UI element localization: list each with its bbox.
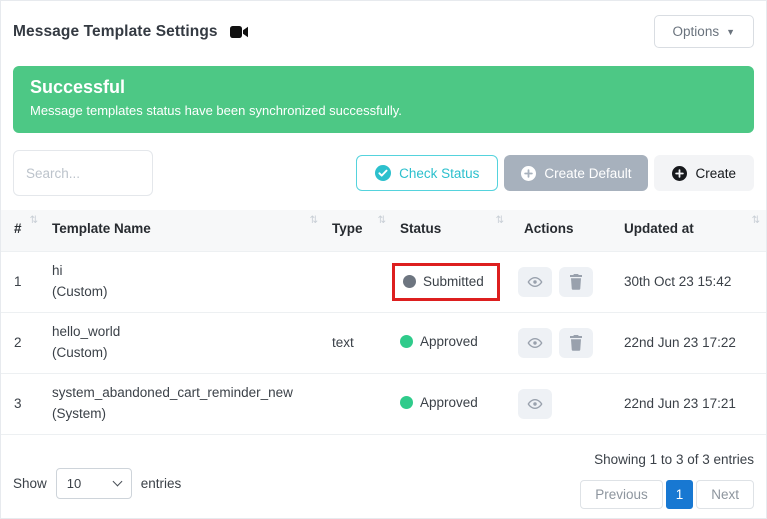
chevron-down-icon: ▼ xyxy=(726,26,735,37)
trash-icon xyxy=(569,334,583,351)
template-name: hi (Custom) xyxy=(52,263,108,299)
create-label: Create xyxy=(695,165,736,181)
delete-button[interactable] xyxy=(559,327,593,358)
alert-title: Successful xyxy=(30,77,126,97)
status-badge: Submitted xyxy=(403,274,484,289)
row-number: 3 xyxy=(1,372,44,435)
check-status-button[interactable]: Check Status xyxy=(356,155,499,191)
column-header-type[interactable]: Type ⇅ xyxy=(324,210,392,252)
status-dot-icon xyxy=(403,274,416,288)
row-number: 2 xyxy=(1,311,44,374)
plus-circle-icon xyxy=(672,165,688,181)
trash-icon xyxy=(569,273,583,290)
template-name: hello_world (Custom) xyxy=(52,323,121,360)
showing-entries-summary: Showing 1 to 3 of 3 entries xyxy=(594,451,754,467)
options-button[interactable]: Options ▼ xyxy=(653,15,754,48)
eye-icon xyxy=(527,396,543,412)
updated-at: 30th Oct 23 15:42 xyxy=(616,251,766,313)
template-name: system_abandoned_cart_reminder_new (Syst… xyxy=(52,384,293,421)
view-button[interactable] xyxy=(518,327,552,358)
status-badge: Approved xyxy=(400,334,478,349)
column-header-status[interactable]: Status ⇅ xyxy=(392,210,510,252)
row-number: 1 xyxy=(1,251,44,313)
updated-at: 22nd Jun 23 17:22 xyxy=(616,311,766,374)
create-button[interactable]: Create xyxy=(654,155,754,191)
sort-icon: ⇅ xyxy=(751,215,760,226)
show-label: Show xyxy=(13,476,47,492)
table-toolbar: Check Status Create Default Create xyxy=(1,133,766,210)
success-alert: Successful Message templates status have… xyxy=(13,66,754,133)
table-header-row: # ⇅ Template Name ⇅ Type ⇅ Status ⇅ Acti… xyxy=(1,210,766,252)
sort-icon: ⇅ xyxy=(495,215,504,226)
options-button-label: Options xyxy=(672,24,720,39)
table-row: 1 hi (Custom) Submitted xyxy=(1,251,766,313)
video-camera-icon xyxy=(229,26,248,38)
check-status-label: Check Status xyxy=(399,165,480,181)
updated-at: 22nd Jun 23 17:21 xyxy=(616,372,766,435)
page-title: Message Template Settings xyxy=(13,22,218,40)
page-size-control: Show 10 entries xyxy=(13,459,181,509)
sort-icon: ⇅ xyxy=(29,215,38,226)
template-type xyxy=(324,372,392,435)
pagination: Previous 1 Next xyxy=(580,479,754,509)
table-row: 3 system_abandoned_cart_reminder_new (Sy… xyxy=(1,372,766,435)
plus-circle-icon xyxy=(521,165,537,181)
table-row: 2 hello_world (Custom) text Approved xyxy=(1,311,766,374)
delete-button[interactable] xyxy=(559,266,593,297)
entries-label: entries xyxy=(140,476,182,492)
column-header-updated-at[interactable]: Updated at ⇅ xyxy=(616,210,766,252)
eye-icon xyxy=(527,274,543,290)
page-header: Message Template Settings Options ▼ xyxy=(1,1,766,58)
view-button[interactable] xyxy=(518,388,552,419)
status-badge: Approved xyxy=(400,395,478,410)
column-header-actions: Actions xyxy=(510,210,616,252)
page-1-button[interactable]: 1 xyxy=(665,479,694,509)
column-header-number[interactable]: # ⇅ xyxy=(1,210,44,252)
previous-page-button[interactable]: Previous xyxy=(580,479,663,509)
page-size-select[interactable]: 10 xyxy=(55,468,132,500)
create-default-button[interactable]: Create Default xyxy=(504,155,649,191)
sort-icon: ⇅ xyxy=(377,215,386,226)
view-button[interactable] xyxy=(518,266,552,297)
table-footer: Show 10 entries Showing 1 to 3 of 3 entr… xyxy=(1,435,766,509)
annotation-box: Submitted xyxy=(392,262,500,301)
eye-icon xyxy=(527,335,543,351)
create-default-label: Create Default xyxy=(544,165,632,181)
status-dot-icon xyxy=(400,335,413,349)
alert-message: Message templates status have been synch… xyxy=(30,103,402,118)
template-type: text xyxy=(324,311,392,374)
sort-icon: ⇅ xyxy=(309,215,318,226)
search-input[interactable] xyxy=(13,150,153,196)
column-header-template-name[interactable]: Template Name ⇅ xyxy=(44,210,324,252)
next-page-button[interactable]: Next xyxy=(696,479,754,509)
templates-table: # ⇅ Template Name ⇅ Type ⇅ Status ⇅ Acti… xyxy=(1,210,766,435)
template-type xyxy=(324,251,392,313)
status-dot-icon xyxy=(400,396,413,410)
check-circle-icon xyxy=(375,165,392,181)
